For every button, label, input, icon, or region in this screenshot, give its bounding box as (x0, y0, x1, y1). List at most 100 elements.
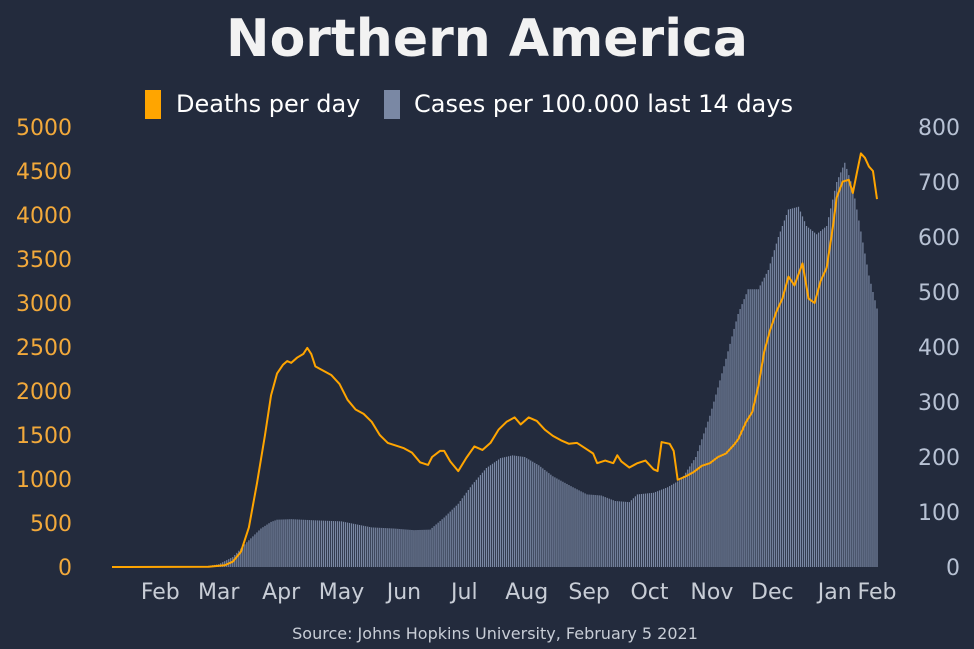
cases-bar (687, 469, 689, 567)
cases-bar (439, 520, 441, 567)
cases-bar (413, 530, 415, 567)
cases-bar (348, 522, 351, 567)
cases-bar (654, 491, 657, 567)
cases-bar (288, 519, 290, 567)
cases-bar (590, 494, 592, 567)
cases-bar (250, 538, 252, 567)
cases-bar (397, 528, 399, 567)
cases-bar (495, 460, 498, 567)
cases-bar (375, 527, 377, 567)
cases-bar (308, 520, 310, 567)
cases-bar (526, 458, 528, 567)
cases-bar (832, 199, 834, 567)
cases-bar (707, 421, 709, 567)
y-left-tick-label: 4000 (16, 204, 72, 229)
cases-bar (838, 177, 840, 567)
cases-bar (820, 230, 822, 567)
cases-bar (787, 209, 790, 567)
cases-bar (628, 502, 630, 567)
cases-bar (449, 511, 451, 567)
cases-bar (695, 457, 697, 567)
cases-bar (540, 466, 542, 567)
cases-bar (322, 520, 324, 567)
cases-bar (544, 469, 546, 567)
cases-bar (421, 529, 423, 568)
cases-bar (665, 488, 667, 567)
x-tick-label: Jun (385, 580, 421, 605)
cases-bar (268, 523, 270, 567)
cases-bar (282, 519, 284, 567)
cases-bar (638, 494, 641, 567)
cases-bar (361, 525, 363, 567)
cases-bar (423, 529, 425, 567)
cases-bar (292, 519, 294, 567)
cases-bar (401, 529, 403, 567)
y-left-tick-label: 2000 (16, 380, 72, 405)
cases-bar (487, 466, 490, 567)
cases-bar (612, 500, 614, 567)
cases-bar (711, 408, 713, 567)
cases-bar (771, 256, 773, 567)
cases-bar (854, 198, 856, 567)
cases-bar (252, 536, 254, 567)
cases-bar (415, 530, 417, 567)
cases-bar (512, 455, 514, 567)
cases-bar (385, 528, 387, 567)
y-left-tick-label: 3000 (16, 292, 72, 317)
cases-bar (576, 489, 578, 567)
cases-bar (528, 459, 530, 567)
cases-bar (391, 528, 393, 567)
cases-bar (725, 358, 727, 567)
cases-bar (558, 479, 560, 567)
cases-bar (870, 283, 872, 567)
cases-bar (562, 481, 564, 567)
cases-bar (240, 548, 242, 567)
cases-bar (811, 230, 814, 567)
cases-bar (840, 172, 842, 568)
y-right-tick-label: 800 (918, 116, 960, 141)
deaths-line-layer (111, 152, 878, 568)
cases-bar (276, 519, 278, 567)
cases-bar (620, 501, 622, 567)
cases-bar (693, 460, 695, 567)
cases-bar (352, 523, 355, 567)
cases-bar (383, 528, 385, 567)
cases-bar (284, 519, 286, 567)
cases-bar (407, 529, 409, 567)
cases-bar (379, 527, 381, 567)
cases-bar (858, 220, 860, 567)
cases-bar (409, 529, 411, 567)
cases-bar (238, 550, 240, 567)
cases-bar (735, 321, 737, 567)
cases-bar (260, 528, 262, 567)
cases-bar (274, 520, 276, 567)
cases-bar (797, 206, 800, 567)
cases-bar (586, 494, 588, 567)
cases-bar (663, 488, 665, 567)
cases-bar (807, 227, 810, 567)
cases-bar (447, 513, 449, 567)
cases-bar (608, 498, 610, 567)
cases-bar (459, 501, 461, 567)
cases-bar (465, 492, 467, 567)
cases-bar (365, 526, 367, 567)
cases-bar (312, 520, 314, 567)
cases-bar (818, 232, 820, 567)
cases-bar (671, 484, 673, 567)
x-axis: Feb Mar Apr May Jun Jul Aug Sep Oct Nov Dec Jan Feb (141, 580, 897, 605)
legend-swatch-deaths (145, 90, 161, 119)
cases-bar (660, 489, 663, 567)
cases-bar (266, 524, 268, 567)
cases-bar (520, 456, 522, 567)
cases-bar (346, 522, 349, 567)
chart-title: Northern America (226, 9, 748, 69)
legend-label-deaths: Deaths per day (176, 90, 360, 118)
cases-bar (350, 523, 353, 567)
cases-bar (709, 415, 711, 567)
cases-bar (445, 515, 447, 567)
cases-bar (236, 552, 238, 567)
cases-bar (256, 532, 258, 567)
cases-bar (731, 336, 733, 567)
cases-bar (568, 485, 570, 567)
cases-bar (318, 520, 320, 567)
